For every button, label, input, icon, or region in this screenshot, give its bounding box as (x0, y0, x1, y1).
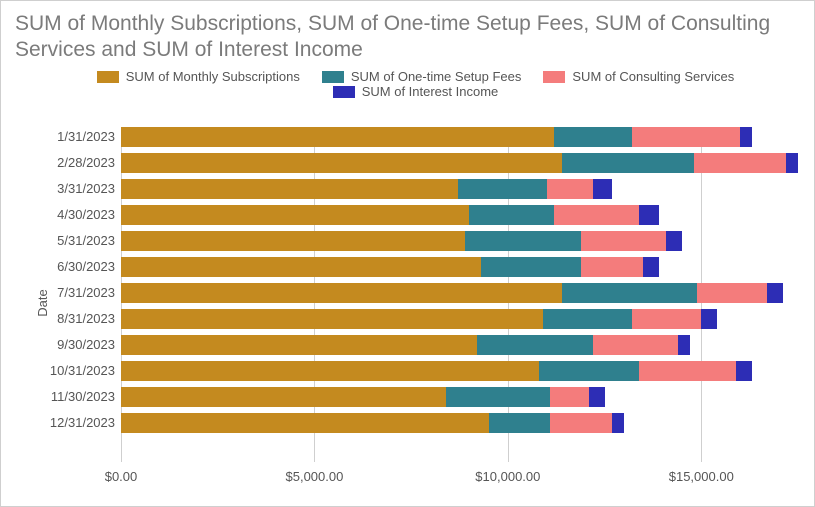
bar-segment-monthly (121, 413, 489, 433)
bar-segment-monthly (121, 127, 554, 147)
bar-segment-interest (643, 257, 658, 277)
legend-label-setup: SUM of One-time Setup Fees (351, 69, 522, 84)
bar-segment-monthly (121, 387, 446, 407)
bar-segment-monthly (121, 283, 562, 303)
bar-segment-consult (593, 335, 678, 355)
plot-area (121, 127, 798, 462)
category-label: 12/31/2023 (29, 413, 115, 433)
bar-segment-consult (697, 283, 767, 303)
bar-segment-setup (446, 387, 550, 407)
bar-segment-monthly (121, 153, 562, 173)
bar-segment-consult (581, 257, 643, 277)
bar-segment-interest (701, 309, 716, 329)
bar-segment-consult (639, 361, 736, 381)
legend-label-consult: SUM of Consulting Services (572, 69, 734, 84)
bar-segment-monthly (121, 205, 469, 225)
bar-segment-consult (632, 309, 702, 329)
bar-segment-interest (593, 179, 612, 199)
bar-segment-monthly (121, 179, 458, 199)
category-label: 6/30/2023 (29, 257, 115, 277)
category-label: 9/30/2023 (29, 335, 115, 355)
bar-segment-monthly (121, 335, 477, 355)
bar-segment-interest (589, 387, 604, 407)
bar-segment-interest (767, 283, 782, 303)
plot-wrap: Date $0.00$5,000.00$10,000.00$15,000.001… (29, 119, 798, 486)
x-tick-label: $5,000.00 (286, 469, 344, 484)
legend-row-1: SUM of Monthly Subscriptions SUM of One-… (37, 69, 794, 84)
bar-segment-setup (477, 335, 593, 355)
category-label: 2/28/2023 (29, 153, 115, 173)
chart-container: SUM of Monthly Subscriptions, SUM of One… (0, 0, 815, 507)
x-tick-label: $0.00 (105, 469, 138, 484)
bar-segment-setup (465, 231, 581, 251)
bar-segment-interest (740, 127, 752, 147)
legend-item-interest: SUM of Interest Income (333, 84, 499, 99)
bar-segment-consult (550, 413, 612, 433)
bar-segment-setup (481, 257, 582, 277)
x-tick-label: $15,000.00 (669, 469, 734, 484)
bar-segment-setup (543, 309, 632, 329)
category-label: 3/31/2023 (29, 179, 115, 199)
chart-legend: SUM of Monthly Subscriptions SUM of One-… (37, 69, 794, 99)
bar-segment-interest (678, 335, 690, 355)
legend-label-monthly: SUM of Monthly Subscriptions (126, 69, 300, 84)
bar-segment-consult (581, 231, 666, 251)
bar-segment-monthly (121, 231, 465, 251)
bar-segment-consult (547, 179, 593, 199)
bar-segment-interest (612, 413, 624, 433)
bar-segment-monthly (121, 361, 539, 381)
category-label: 7/31/2023 (29, 283, 115, 303)
category-label: 4/30/2023 (29, 205, 115, 225)
bar-segment-consult (632, 127, 740, 147)
legend-swatch-setup (322, 71, 344, 83)
bar-segment-monthly (121, 257, 481, 277)
legend-row-2: SUM of Interest Income (37, 84, 794, 99)
legend-item-consult: SUM of Consulting Services (543, 69, 734, 84)
bar-segment-interest (786, 153, 798, 173)
category-label: 1/31/2023 (29, 127, 115, 147)
bar-segment-consult (694, 153, 787, 173)
bar-segment-consult (550, 387, 589, 407)
legend-item-monthly: SUM of Monthly Subscriptions (97, 69, 300, 84)
bar-segment-interest (736, 361, 751, 381)
chart-title: SUM of Monthly Subscriptions, SUM of One… (15, 11, 800, 63)
bar-segment-interest (666, 231, 681, 251)
bar-segment-setup (489, 413, 551, 433)
bar-segment-setup (562, 153, 694, 173)
category-label: 8/31/2023 (29, 309, 115, 329)
bar-segment-setup (469, 205, 554, 225)
bar-segment-setup (539, 361, 640, 381)
category-label: 10/31/2023 (29, 361, 115, 381)
bar-segment-consult (554, 205, 639, 225)
legend-item-setup: SUM of One-time Setup Fees (322, 69, 522, 84)
category-label: 5/31/2023 (29, 231, 115, 251)
bar-segment-monthly (121, 309, 543, 329)
x-tick-label: $10,000.00 (475, 469, 540, 484)
bar-segment-setup (458, 179, 547, 199)
bar-segment-setup (562, 283, 697, 303)
legend-swatch-monthly (97, 71, 119, 83)
category-label: 11/30/2023 (29, 387, 115, 407)
bar-segment-setup (554, 127, 631, 147)
bar-segment-interest (639, 205, 658, 225)
legend-swatch-interest (333, 86, 355, 98)
legend-label-interest: SUM of Interest Income (362, 84, 499, 99)
legend-swatch-consult (543, 71, 565, 83)
